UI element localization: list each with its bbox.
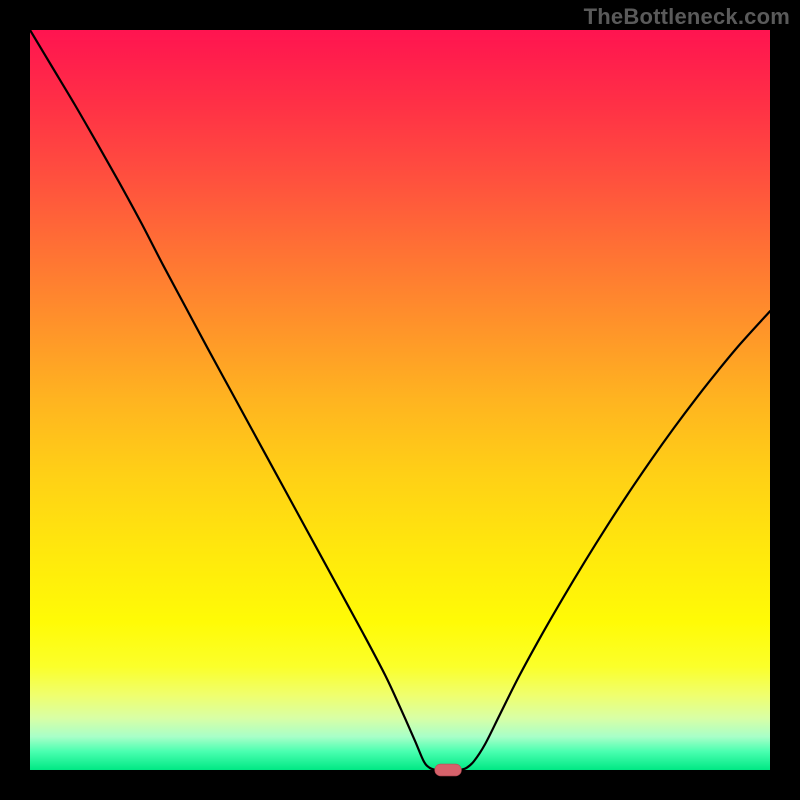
bottleneck-chart bbox=[0, 0, 800, 800]
watermark-text: TheBottleneck.com bbox=[584, 4, 790, 30]
plot-gradient-background bbox=[30, 30, 770, 770]
optimal-point-marker bbox=[435, 764, 462, 776]
chart-container: TheBottleneck.com bbox=[0, 0, 800, 800]
